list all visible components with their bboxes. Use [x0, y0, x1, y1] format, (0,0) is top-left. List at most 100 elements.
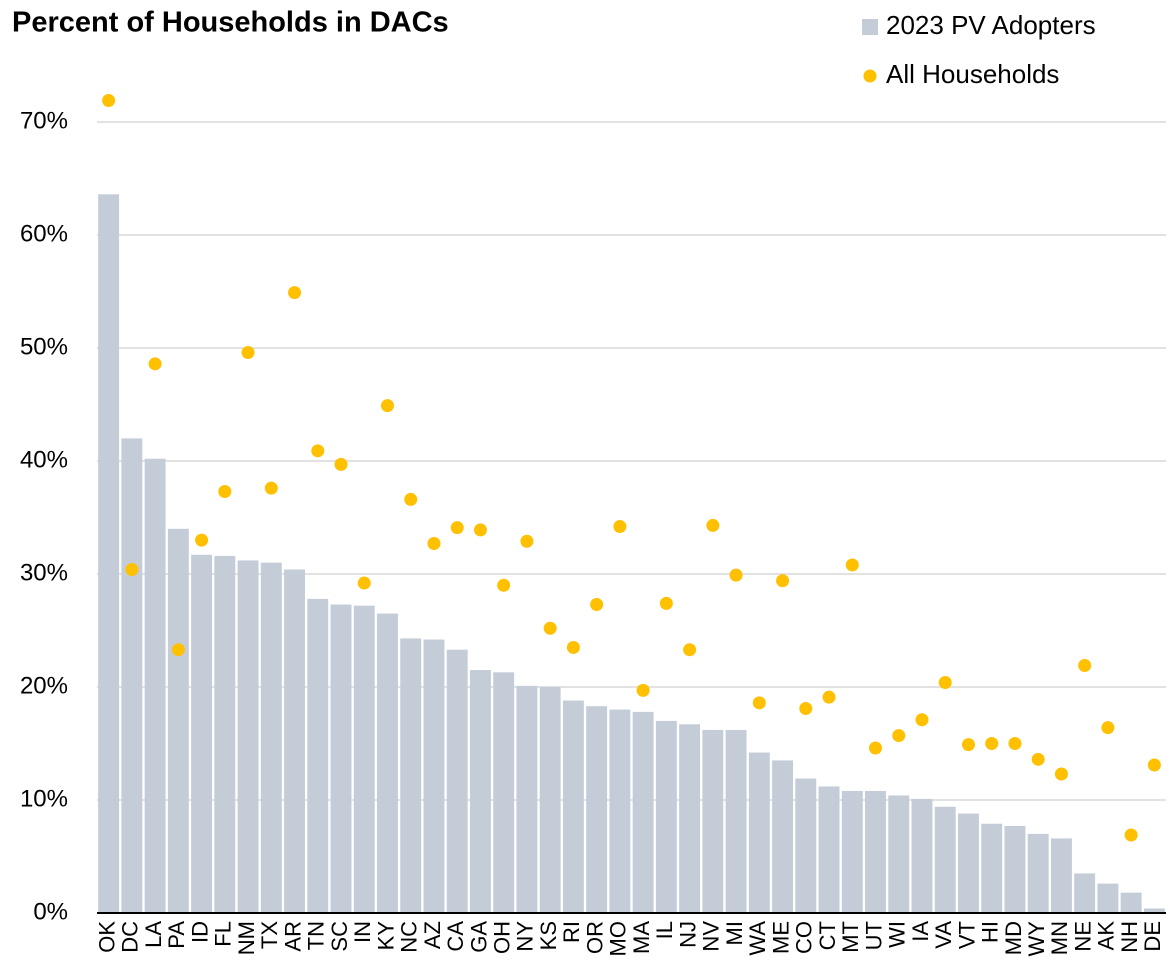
bar [841, 790, 863, 913]
dot [1101, 721, 1115, 735]
dot [241, 346, 255, 360]
dot [264, 481, 278, 495]
x-tick-label: IN [350, 921, 375, 943]
legend-label: 2023 PV Adopters [886, 10, 1096, 40]
dot [659, 596, 673, 610]
bar [934, 806, 956, 913]
dot [102, 94, 116, 108]
bar [1004, 825, 1026, 913]
bar [1120, 892, 1142, 913]
bar [307, 598, 329, 913]
bar [981, 823, 1003, 913]
x-tick-label: TX [257, 921, 282, 949]
dot [613, 520, 627, 534]
x-tick-label: SC [327, 921, 352, 952]
bar [1050, 838, 1072, 913]
x-tick-label: UT [861, 921, 886, 950]
dot [218, 485, 232, 499]
dot [311, 444, 325, 458]
bar [818, 786, 840, 913]
x-tick-label: MO [606, 921, 631, 956]
x-tick-label: VT [954, 921, 979, 949]
bar [98, 194, 120, 913]
x-tick-label: DC [118, 921, 143, 953]
dot [776, 574, 790, 588]
bar [702, 729, 724, 913]
bar [586, 706, 608, 913]
x-tick-label: NM [234, 921, 259, 955]
x-tick-label: PA [164, 921, 189, 949]
x-tick-label: OH [489, 921, 514, 954]
x-tick-label: DE [1140, 921, 1165, 952]
x-tick-label: WY [1024, 921, 1049, 957]
dot [450, 521, 464, 535]
x-tick-label: NC [397, 921, 422, 953]
bar [655, 720, 677, 913]
x-tick-label: HI [978, 921, 1003, 943]
dot [590, 598, 604, 612]
y-tick-label: 30% [20, 559, 68, 586]
x-tick-label: NV [699, 921, 724, 952]
dot [915, 713, 929, 727]
x-tick-label: ME [768, 921, 793, 954]
bar [121, 438, 143, 913]
bar [260, 562, 282, 913]
dot [938, 675, 952, 689]
bar [609, 709, 631, 913]
y-tick-label: 0% [33, 898, 68, 925]
x-tick-label: CA [443, 921, 468, 952]
y-tick-label: 70% [20, 107, 68, 134]
x-tick-label: OK [94, 921, 119, 953]
x-tick-label: MA [629, 921, 654, 954]
dot [1147, 758, 1161, 772]
x-tick-label: NH [1117, 921, 1142, 953]
chart-title: Percent of Households in DACs [12, 7, 449, 39]
dot [683, 643, 697, 657]
legend-label: All Households [886, 59, 1059, 89]
x-tick-label: NE [1070, 921, 1095, 952]
dot [543, 621, 557, 635]
dot [706, 518, 720, 532]
bar [772, 760, 794, 913]
dot [799, 701, 813, 715]
dot [752, 696, 766, 710]
bar [1027, 833, 1049, 913]
bar [284, 569, 305, 913]
bar [493, 672, 515, 913]
bar [516, 685, 538, 913]
y-tick-label: 40% [20, 446, 68, 473]
x-tick-label: KS [536, 921, 561, 950]
x-tick-label: TN [304, 921, 329, 950]
dot [636, 683, 650, 697]
dot [380, 399, 394, 413]
dot [520, 534, 534, 548]
dot [473, 523, 487, 537]
dot [985, 737, 999, 750]
dot [729, 568, 743, 582]
dot [334, 457, 348, 471]
dot [1008, 737, 1022, 750]
bar [400, 638, 422, 913]
bar [377, 613, 398, 913]
x-tick-label: MD [1001, 921, 1026, 955]
x-tick-label: NY [513, 921, 538, 952]
bar [539, 687, 561, 913]
dot [961, 738, 975, 752]
y-tick-label: 10% [20, 785, 68, 812]
x-tick-label: MI [722, 921, 747, 945]
bar [1143, 908, 1165, 913]
dot [892, 729, 906, 743]
bar [958, 813, 979, 913]
dot [148, 357, 162, 371]
x-tick-label: AZ [420, 921, 445, 949]
bar [237, 560, 259, 913]
dot [1054, 767, 1068, 781]
bar [1074, 873, 1096, 913]
x-tick-label: KY [373, 921, 398, 951]
dot [1124, 828, 1138, 842]
bar [353, 605, 375, 913]
dot [404, 492, 418, 506]
bar [1097, 883, 1119, 913]
bar [865, 790, 886, 913]
